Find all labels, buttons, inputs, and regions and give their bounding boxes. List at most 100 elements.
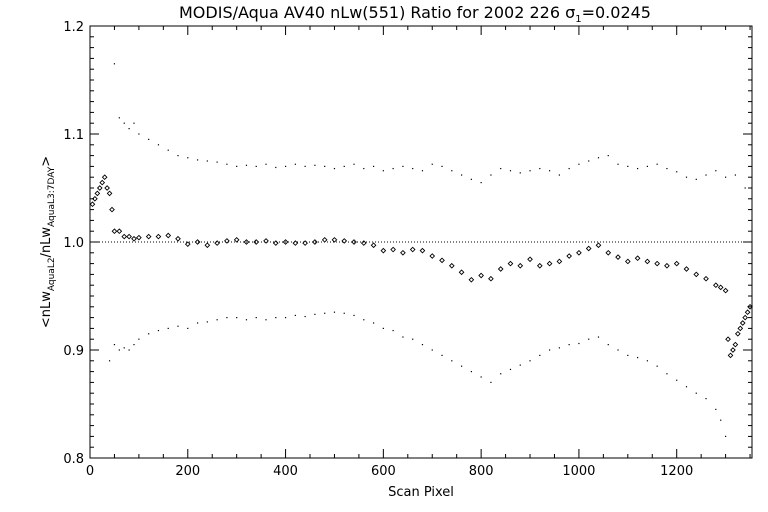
envelope-point	[187, 157, 189, 159]
data-point	[722, 287, 729, 294]
data-point	[331, 237, 338, 243]
envelope-point	[548, 170, 551, 172]
envelope-point	[372, 322, 375, 324]
envelope-point	[314, 164, 316, 166]
envelope-point	[715, 408, 717, 410]
envelope-point	[206, 321, 208, 323]
envelope-point	[255, 165, 257, 167]
envelope-point	[113, 344, 116, 346]
chart-title-sigma: σ	[565, 3, 575, 22]
data-point	[712, 282, 719, 289]
data-point	[121, 233, 128, 240]
envelope-point	[588, 160, 590, 162]
envelope-point	[304, 165, 306, 167]
data-point	[429, 253, 436, 259]
data-point	[732, 341, 739, 348]
envelope-point	[597, 157, 600, 159]
envelope-point	[343, 165, 345, 167]
data-point	[693, 271, 700, 278]
data-point	[727, 352, 734, 359]
data-point	[272, 240, 279, 246]
data-point	[458, 269, 465, 276]
series-lower_envelope	[108, 311, 727, 437]
envelope-point	[123, 347, 125, 349]
envelope-point	[470, 371, 472, 373]
data-point	[566, 253, 572, 259]
data-point	[478, 272, 484, 279]
envelope-point	[421, 344, 424, 346]
x-axis-label: Scan Pixel	[388, 485, 454, 500]
envelope-point	[720, 419, 722, 421]
envelope-point	[294, 314, 296, 317]
envelope-point	[500, 167, 502, 170]
envelope-point	[597, 336, 600, 338]
series-upper_envelope	[113, 63, 746, 189]
envelope-point	[666, 373, 668, 375]
envelope-point	[226, 163, 228, 165]
y-axis-label-middle: /nLw	[39, 227, 54, 258]
envelope-point	[245, 164, 248, 166]
data-point	[155, 233, 162, 240]
data-point	[131, 235, 137, 242]
envelope-point	[500, 373, 502, 375]
envelope-point	[519, 172, 521, 174]
x-tick-label: 0	[86, 464, 94, 479]
envelope-point	[568, 167, 570, 170]
data-point	[742, 314, 748, 321]
envelope-point	[539, 167, 541, 170]
data-point	[94, 190, 101, 197]
data-point	[439, 257, 445, 264]
envelope-point	[255, 317, 257, 319]
data-point	[683, 266, 690, 272]
envelope-point	[539, 354, 541, 356]
envelope-point	[324, 165, 326, 167]
data-point	[136, 234, 142, 241]
envelope-point	[460, 174, 463, 176]
envelope-point	[177, 155, 179, 157]
x-tick-label: 400	[273, 464, 298, 479]
y-tick-label: 1.2	[63, 20, 84, 35]
data-point	[312, 239, 318, 245]
data-point	[737, 325, 744, 332]
envelope-point	[480, 376, 482, 378]
envelope-point	[480, 182, 482, 184]
data-point	[360, 240, 367, 246]
envelope-point	[206, 160, 208, 162]
envelope-point	[695, 392, 697, 394]
envelope-point	[470, 178, 472, 180]
y-axis-label: <nLwAquaL2/nLwAquaL3:7DAY>	[39, 156, 57, 328]
envelope-point	[314, 313, 316, 315]
envelope-point	[412, 338, 414, 340]
envelope-point	[578, 342, 580, 345]
y-tick-label: 1.1	[63, 128, 84, 143]
envelope-point	[724, 176, 727, 178]
data-point	[302, 240, 308, 246]
envelope-point	[265, 319, 267, 321]
data-point	[624, 258, 631, 265]
envelope-point	[705, 398, 707, 400]
data-point	[644, 258, 651, 265]
envelope-point	[412, 167, 414, 170]
envelope-point	[148, 138, 150, 140]
envelope-point	[216, 161, 218, 163]
chart-title-sigma-subscript: 1	[575, 14, 581, 25]
envelope-point	[617, 349, 619, 351]
envelope-point	[627, 354, 629, 356]
envelope-point	[715, 170, 717, 172]
data-point	[730, 347, 736, 353]
envelope-point	[196, 159, 199, 161]
envelope-point	[236, 165, 238, 167]
envelope-point	[519, 364, 521, 366]
envelope-point	[636, 356, 639, 359]
envelope-point	[705, 174, 707, 176]
data-point	[92, 195, 98, 202]
envelope-point	[275, 166, 277, 169]
envelope-point	[676, 171, 678, 173]
x-tick-label: 200	[175, 464, 200, 479]
envelope-point	[402, 336, 404, 338]
data-point	[96, 185, 103, 191]
y-tick-label: 0.8	[63, 452, 84, 467]
envelope-point	[294, 163, 296, 165]
envelope-point	[509, 368, 512, 371]
